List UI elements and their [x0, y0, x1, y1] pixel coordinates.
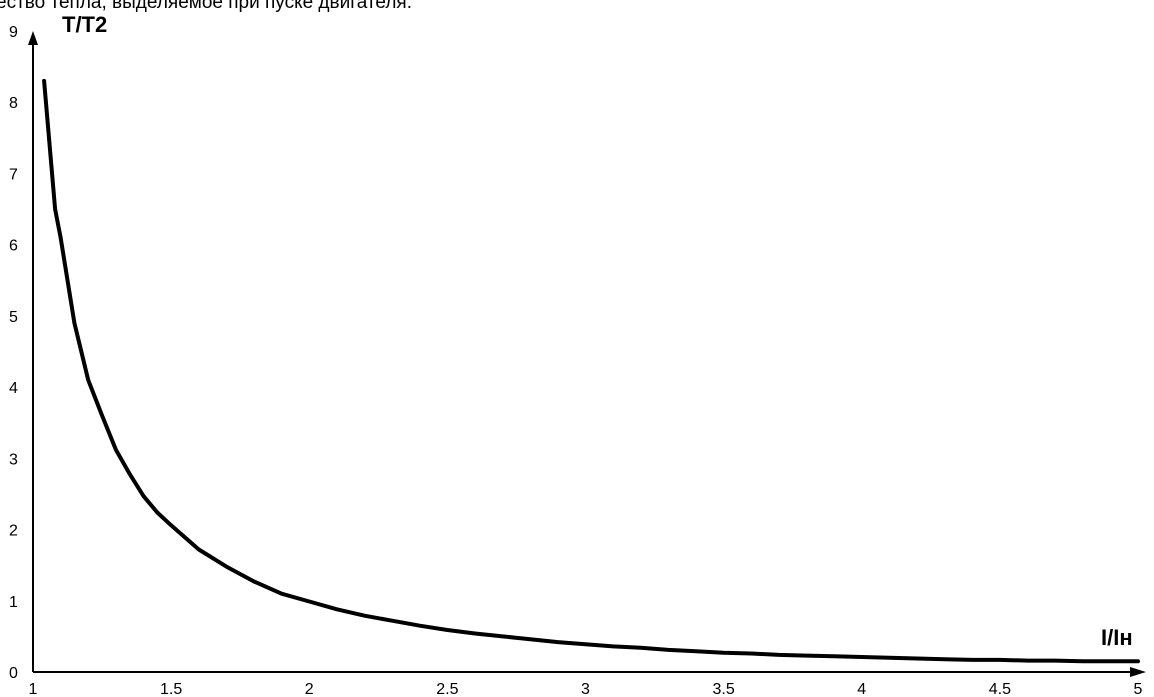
x-tick-labels: 1 1.5 2 2.5 3 3.5 4 4.5 5 [29, 681, 1143, 697]
y-tick-label: 6 [9, 238, 18, 255]
x-tick-label: 1 [29, 681, 38, 697]
y-tick-label: 3 [9, 451, 18, 468]
series-layer [42, 78, 1140, 664]
y-tick-label: 5 [9, 309, 18, 326]
x-tick-label: 2 [305, 681, 314, 697]
y-tick-label: 7 [9, 166, 18, 183]
x-tick-label: 3 [581, 681, 590, 697]
x-tick-label: 5 [1134, 681, 1143, 697]
y-tick-label: 2 [9, 523, 18, 540]
y-tick-label: 4 [9, 380, 18, 397]
x-axis-title: I/Iн [1101, 625, 1133, 650]
x-tick-label: 2.5 [436, 681, 458, 697]
y-axis-arrow-icon [28, 31, 38, 45]
y-tick-labels: 0 1 2 3 4 5 6 7 8 9 [9, 24, 18, 682]
y-axis-title: T/T2 [62, 12, 107, 37]
y-tick-label: 0 [9, 665, 18, 682]
x-tick-label: 1.5 [160, 681, 182, 697]
series-line [42, 78, 1140, 664]
x-tick-label: 4.5 [989, 681, 1011, 697]
x-tick-label: 3.5 [713, 681, 735, 697]
axes [28, 31, 1146, 677]
caption-text: ество тепла, выделяемое при пуске двигат… [0, 0, 412, 13]
y-tick-label: 1 [9, 594, 18, 611]
y-tick-label: 9 [9, 24, 18, 41]
x-axis-arrow-icon [1130, 667, 1146, 677]
x-tick-label: 4 [857, 681, 866, 697]
y-tick-label: 8 [9, 95, 18, 112]
